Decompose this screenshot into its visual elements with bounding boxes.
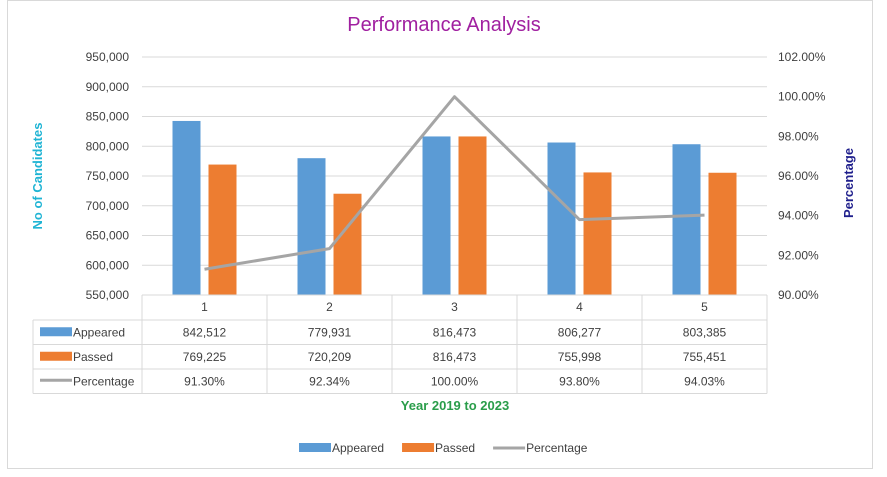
y-tick-label-left: 950,000 (86, 50, 130, 64)
bar-passed-1 (208, 164, 237, 295)
y-axis-title-left: No of Candidates (30, 123, 45, 230)
y-tick-label-right: 98.00% (778, 129, 819, 143)
table-cell: 842,512 (183, 325, 227, 339)
y-tick-label-right: 96.00% (778, 169, 819, 183)
table-series-name: Appeared (73, 325, 125, 339)
table-cell: 720,209 (308, 350, 352, 364)
table-cell: 94.03% (684, 374, 725, 388)
bar-appeared-3 (422, 136, 451, 295)
y-tick-label-right: 100.00% (778, 90, 826, 104)
x-category-label: 2 (326, 300, 333, 314)
bar-passed-3 (458, 136, 487, 295)
y-tick-label-left: 750,000 (86, 169, 130, 183)
y-tick-label-right: 90.00% (778, 288, 819, 302)
bar-passed-4 (583, 172, 612, 295)
y-tick-label-left: 600,000 (86, 258, 130, 272)
y-tick-label-left: 800,000 (86, 139, 130, 153)
table-series-name: Passed (73, 350, 113, 364)
legend-label: Percentage (526, 441, 588, 455)
x-category-label: 5 (701, 300, 708, 314)
x-category-label: 4 (576, 300, 583, 314)
table-cell: 755,998 (558, 350, 602, 364)
table-cell: 755,451 (683, 350, 727, 364)
table-cell: 92.34% (309, 374, 350, 388)
legend-key (402, 443, 435, 452)
bar-passed-5 (708, 172, 737, 295)
y-tick-label-right: 94.00% (778, 209, 819, 223)
y-tick-label-left: 650,000 (86, 229, 130, 243)
y-tick-label-left: 850,000 (86, 110, 130, 124)
table-cell: 806,277 (558, 325, 602, 339)
y-tick-label-left: 700,000 (86, 199, 130, 213)
x-axis-title: Year 2019 to 2023 (401, 398, 509, 413)
legend-key (299, 443, 331, 452)
table-cell: 100.00% (431, 374, 479, 388)
legend-key-table (40, 351, 72, 361)
bar-appeared-5 (672, 144, 701, 295)
y-tick-label-right: 102.00% (778, 50, 826, 64)
y-tick-label-right: 92.00% (778, 248, 819, 262)
y-tick-label-left: 900,000 (86, 80, 130, 94)
bar-appeared-1 (172, 120, 201, 296)
legend-label: Passed (435, 441, 475, 455)
chart-frame (7, 0, 873, 469)
chart-title: Performance Analysis (347, 14, 540, 36)
x-category-label: 1 (201, 300, 208, 314)
table-cell: 779,931 (308, 325, 352, 339)
line-percentage (204, 95, 705, 271)
table-cell: 816,473 (433, 325, 477, 339)
y-axis-title-right: Percentage (841, 148, 856, 218)
y-tick-label-left: 550,000 (86, 288, 130, 302)
table-series-name: Percentage (73, 374, 135, 388)
bar-appeared-4 (547, 142, 576, 295)
table-cell: 816,473 (433, 350, 477, 364)
table-cell: 91.30% (184, 374, 225, 388)
x-category-label: 3 (451, 300, 458, 314)
legend-label: Appeared (332, 441, 384, 455)
table-cell: 769,225 (183, 350, 227, 364)
table-cell: 93.80% (559, 374, 600, 388)
table-cell: 803,385 (683, 325, 727, 339)
bar-appeared-2 (297, 158, 326, 295)
legend-key-table (40, 327, 72, 337)
bar-passed-2 (333, 193, 362, 295)
